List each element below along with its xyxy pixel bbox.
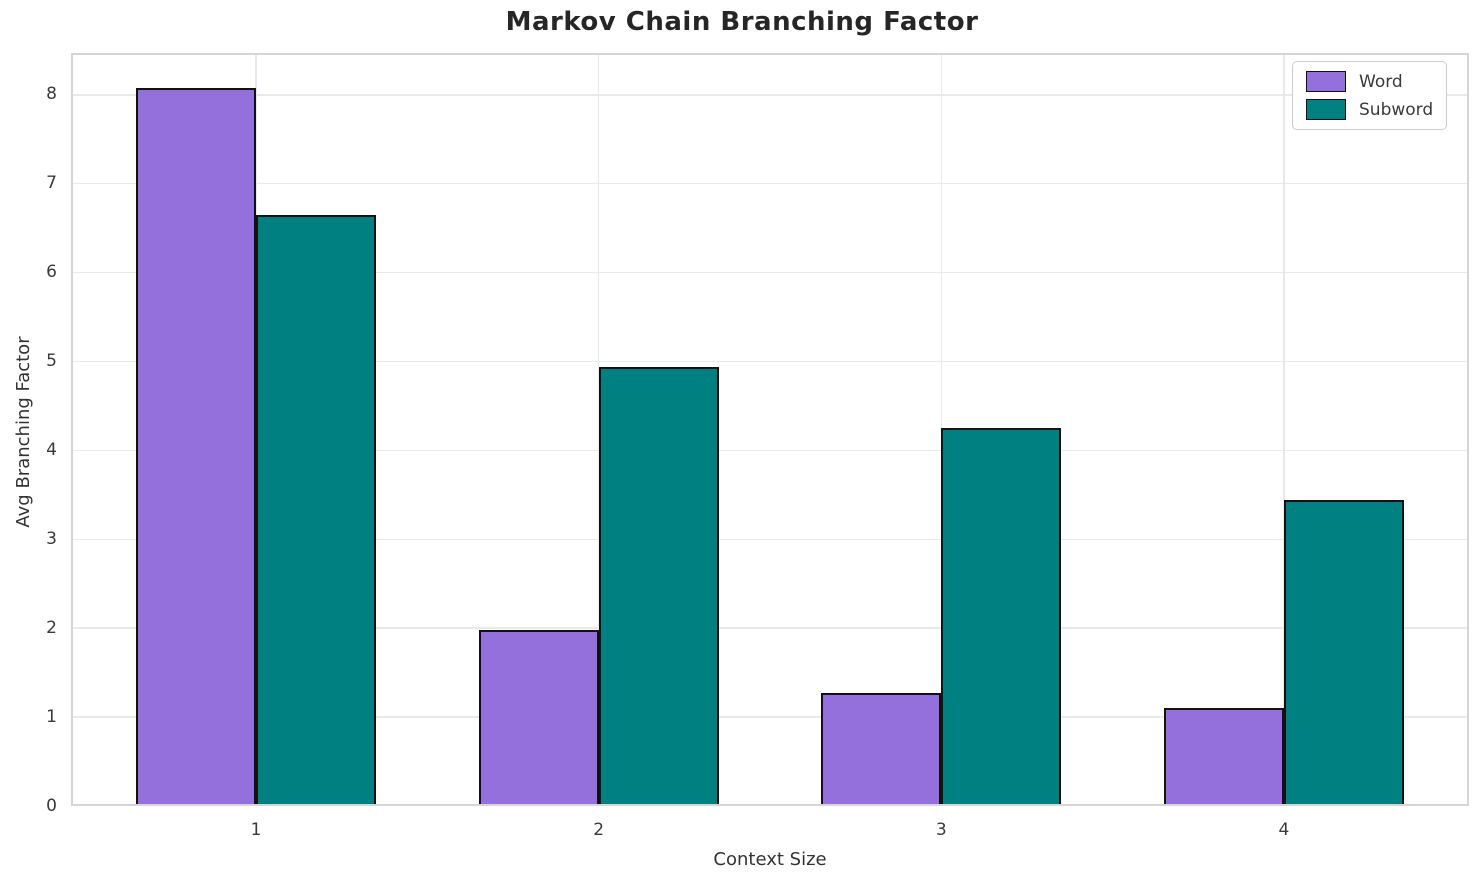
legend-row-subword: Subword <box>1306 99 1433 120</box>
bar-subword-4 <box>1283 500 1404 806</box>
ytick-3: 3 <box>46 528 57 549</box>
bar-word-1 <box>136 87 257 806</box>
gridline-y-4 <box>71 449 1469 452</box>
gridline-y-7 <box>71 182 1469 185</box>
ytick-4: 4 <box>46 439 57 460</box>
gridline-y-3 <box>71 538 1469 541</box>
chart-title: Markov Chain Branching Factor <box>505 7 979 37</box>
bar-subword-1 <box>256 214 376 806</box>
ytick-5: 5 <box>46 350 57 371</box>
legend-swatch-subword <box>1306 99 1346 120</box>
legend-row-word: Word <box>1306 71 1433 92</box>
bar-word-4 <box>1164 708 1284 806</box>
bar-subword-3 <box>941 428 1062 806</box>
y-axis-label: Avg Branching Factor <box>13 336 34 528</box>
bar-subword-2 <box>598 366 719 806</box>
plot-area <box>71 53 1469 806</box>
ytick-8: 8 <box>46 84 57 105</box>
ytick-0: 0 <box>46 795 57 816</box>
gridline-y-6 <box>71 271 1469 274</box>
gridline-y-8 <box>71 94 1469 96</box>
legend-swatch-word <box>1306 71 1346 92</box>
gridline-y-1 <box>71 716 1469 718</box>
bar-word-2 <box>478 629 599 806</box>
xtick-2: 2 <box>593 820 605 840</box>
ytick-7: 7 <box>46 173 57 194</box>
bar-word-3 <box>821 693 942 806</box>
legend-label-subword: Subword <box>1359 99 1434 120</box>
gridline-x-4 <box>1283 53 1285 806</box>
spine-top <box>71 53 1469 55</box>
legend: Word Subword <box>1292 61 1448 130</box>
gridline-y-5 <box>71 360 1469 363</box>
xtick-3: 3 <box>935 820 947 840</box>
spine-left <box>71 53 73 806</box>
legend-label-word: Word <box>1359 71 1403 92</box>
spine-right <box>1467 53 1469 806</box>
gridline-y-2 <box>71 627 1469 629</box>
x-axis-label: Context Size <box>713 849 827 870</box>
xtick-1: 1 <box>250 820 262 840</box>
ytick-6: 6 <box>46 262 57 283</box>
ytick-2: 2 <box>46 617 57 638</box>
xtick-4: 4 <box>1278 820 1290 840</box>
ytick-1: 1 <box>46 706 57 727</box>
spine-bottom <box>71 804 1469 806</box>
